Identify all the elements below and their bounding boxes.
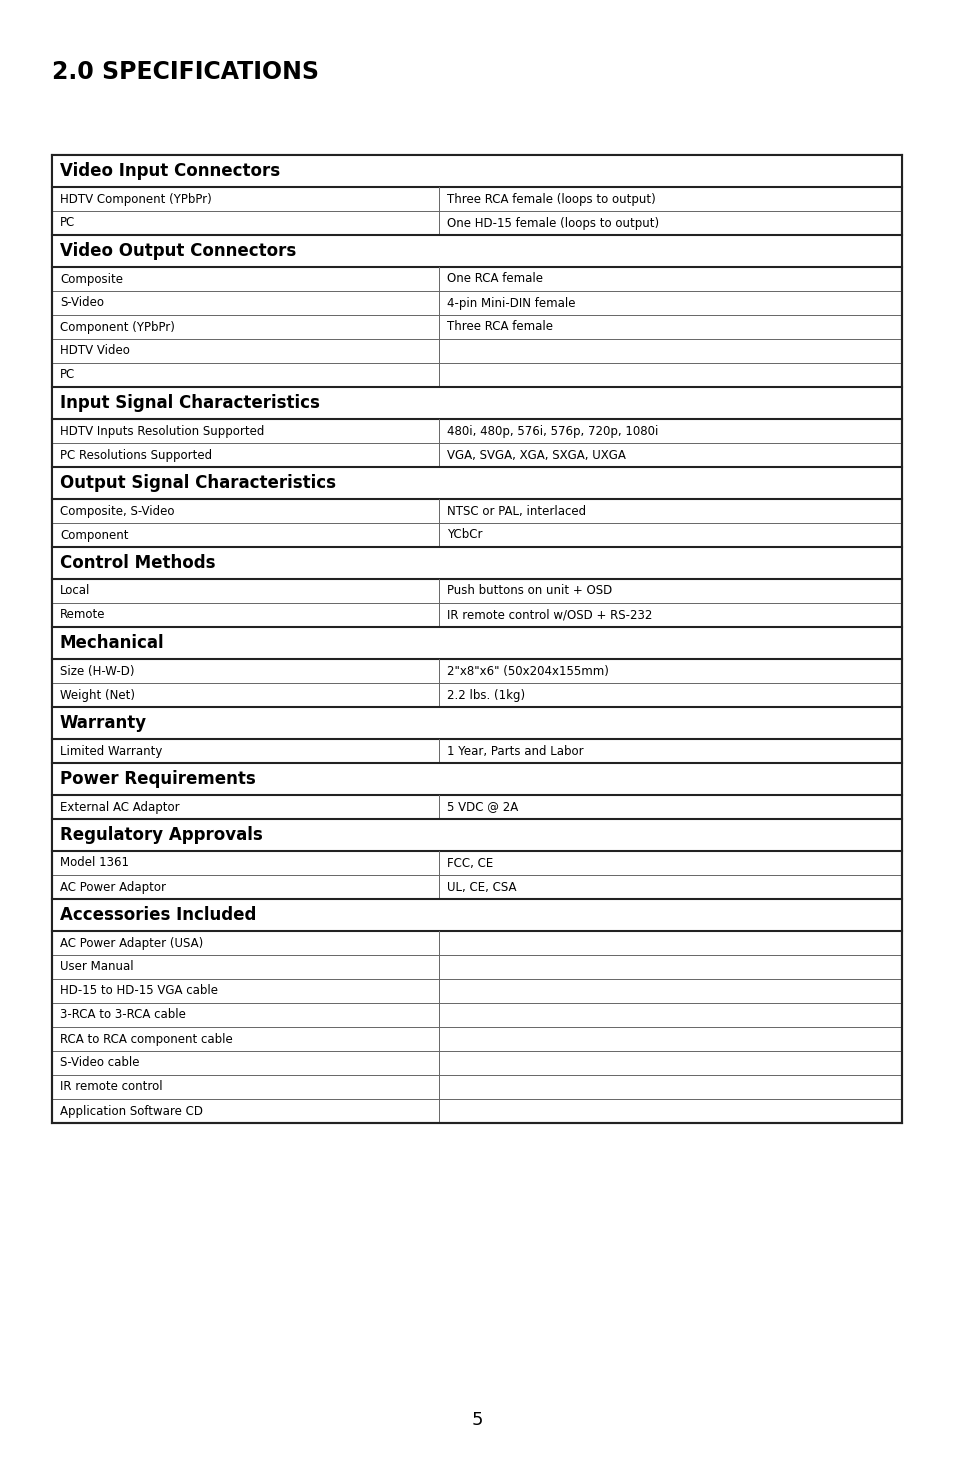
Text: Warranty: Warranty xyxy=(60,714,147,732)
Text: 480i, 480p, 576i, 576p, 720p, 1080i: 480i, 480p, 576i, 576p, 720p, 1080i xyxy=(446,425,658,438)
Bar xyxy=(52,386,901,419)
Bar xyxy=(52,155,901,187)
Text: HD-15 to HD-15 VGA cable: HD-15 to HD-15 VGA cable xyxy=(60,984,218,997)
Text: Limited Warranty: Limited Warranty xyxy=(60,745,162,758)
Bar xyxy=(52,627,901,659)
Text: 3-RCA to 3-RCA cable: 3-RCA to 3-RCA cable xyxy=(60,1009,186,1022)
Bar xyxy=(52,898,901,931)
Text: Weight (Net): Weight (Net) xyxy=(60,689,135,702)
Bar xyxy=(52,547,901,580)
Text: Composite: Composite xyxy=(60,273,123,286)
Text: 4-pin Mini-DIN female: 4-pin Mini-DIN female xyxy=(446,296,575,310)
Text: Video Input Connectors: Video Input Connectors xyxy=(60,162,280,180)
Text: S-Video: S-Video xyxy=(60,296,104,310)
Text: Local: Local xyxy=(60,584,91,597)
Bar xyxy=(52,763,901,795)
Text: Output Signal Characteristics: Output Signal Characteristics xyxy=(60,473,335,493)
Text: One RCA female: One RCA female xyxy=(446,273,542,286)
Text: Power Requirements: Power Requirements xyxy=(60,770,255,788)
Bar xyxy=(52,707,901,739)
Text: 2"x8"x6" (50x204x155mm): 2"x8"x6" (50x204x155mm) xyxy=(446,665,608,677)
Text: IR remote control w/OSD + RS-232: IR remote control w/OSD + RS-232 xyxy=(446,609,652,621)
Text: Composite, S-Video: Composite, S-Video xyxy=(60,504,174,518)
Text: PC: PC xyxy=(60,217,75,230)
Text: Three RCA female (loops to output): Three RCA female (loops to output) xyxy=(446,193,655,205)
Text: HDTV Inputs Resolution Supported: HDTV Inputs Resolution Supported xyxy=(60,425,264,438)
Bar xyxy=(52,155,901,1122)
Text: Accessories Included: Accessories Included xyxy=(60,906,256,923)
Text: External AC Adaptor: External AC Adaptor xyxy=(60,801,179,814)
Text: Component (YPbPr): Component (YPbPr) xyxy=(60,320,174,333)
Text: 2.2 lbs. (1kg): 2.2 lbs. (1kg) xyxy=(446,689,524,702)
Text: VGA, SVGA, XGA, SXGA, UXGA: VGA, SVGA, XGA, SXGA, UXGA xyxy=(446,448,625,462)
Text: Application Software CD: Application Software CD xyxy=(60,1105,203,1118)
Text: Push buttons on unit + OSD: Push buttons on unit + OSD xyxy=(446,584,612,597)
Text: User Manual: User Manual xyxy=(60,960,133,974)
Bar xyxy=(52,819,901,851)
Text: 2.0 SPECIFICATIONS: 2.0 SPECIFICATIONS xyxy=(52,60,318,84)
Text: HDTV Component (YPbPr): HDTV Component (YPbPr) xyxy=(60,193,212,205)
Text: S-Video cable: S-Video cable xyxy=(60,1056,139,1069)
Text: Video Output Connectors: Video Output Connectors xyxy=(60,242,296,260)
Text: NTSC or PAL, interlaced: NTSC or PAL, interlaced xyxy=(446,504,585,518)
Text: One HD-15 female (loops to output): One HD-15 female (loops to output) xyxy=(446,217,659,230)
Text: Remote: Remote xyxy=(60,609,106,621)
Text: RCA to RCA component cable: RCA to RCA component cable xyxy=(60,1032,233,1046)
Text: AC Power Adaptor: AC Power Adaptor xyxy=(60,881,166,894)
Text: Three RCA female: Three RCA female xyxy=(446,320,552,333)
Text: AC Power Adapter (USA): AC Power Adapter (USA) xyxy=(60,937,203,950)
Text: Mechanical: Mechanical xyxy=(60,634,165,652)
Text: Regulatory Approvals: Regulatory Approvals xyxy=(60,826,262,844)
Bar xyxy=(52,468,901,499)
Text: Component: Component xyxy=(60,528,129,541)
Text: IR remote control: IR remote control xyxy=(60,1081,162,1093)
Text: 1 Year, Parts and Labor: 1 Year, Parts and Labor xyxy=(446,745,583,758)
Text: HDTV Video: HDTV Video xyxy=(60,345,130,357)
Text: UL, CE, CSA: UL, CE, CSA xyxy=(446,881,516,894)
Text: 5 VDC @ 2A: 5 VDC @ 2A xyxy=(446,801,517,814)
Text: PC: PC xyxy=(60,369,75,382)
Text: Size (H-W-D): Size (H-W-D) xyxy=(60,665,134,677)
Text: Control Methods: Control Methods xyxy=(60,555,215,572)
Text: Model 1361: Model 1361 xyxy=(60,857,129,869)
Bar xyxy=(52,235,901,267)
Text: YCbCr: YCbCr xyxy=(446,528,482,541)
Text: FCC, CE: FCC, CE xyxy=(446,857,493,869)
Text: 5: 5 xyxy=(471,1412,482,1429)
Text: PC Resolutions Supported: PC Resolutions Supported xyxy=(60,448,212,462)
Text: Input Signal Characteristics: Input Signal Characteristics xyxy=(60,394,319,412)
